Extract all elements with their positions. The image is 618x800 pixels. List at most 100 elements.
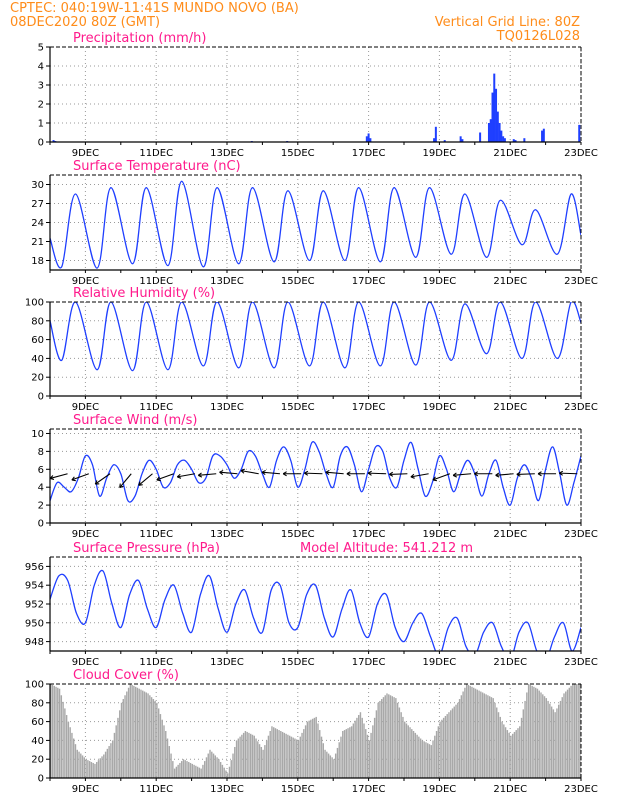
cloud-bar [62, 701, 64, 778]
cloud-bar [161, 719, 163, 778]
cloud-bar [442, 717, 445, 778]
x-tick-label: 15DEC [281, 402, 315, 413]
x-tick-label: 11DEC [139, 529, 173, 540]
panel-title: Surface Pressure (hPa) [73, 541, 220, 556]
cloud-bar [274, 728, 277, 778]
cloud-bar [179, 762, 181, 778]
cloud-bar [451, 708, 454, 778]
cloud-bar [356, 717, 358, 778]
cloud-bar [336, 747, 339, 778]
cloud-bar [218, 759, 220, 778]
cloud-bar [188, 762, 190, 778]
cloud-bar [315, 716, 317, 778]
cloud-bar [428, 744, 431, 778]
cloud-bar [398, 707, 401, 778]
panel-marks [50, 569, 581, 651]
cloud-bar [147, 693, 149, 778]
cloud-bar [460, 695, 463, 778]
precip-bar [479, 132, 482, 142]
wind-arrow [94, 473, 111, 485]
cloud-bar [333, 759, 335, 778]
cloud-bar [285, 733, 287, 778]
wind-arrow-head [452, 472, 458, 478]
cloud-bar [133, 685, 135, 778]
y-tick-label: 954 [25, 581, 44, 592]
wind-arrow-head [559, 470, 564, 476]
series-line [50, 441, 581, 506]
cloud-bar [506, 730, 509, 778]
cloud-bar [310, 719, 312, 778]
cloud-bar [304, 725, 307, 778]
cloud-bar [361, 717, 363, 778]
wind-arrow [50, 473, 68, 479]
cloud-bar [65, 715, 68, 778]
cloud-bar [205, 757, 208, 778]
cloud-bar [561, 697, 563, 778]
x-tick-label: 15DEC [281, 529, 315, 540]
wind-arrow [261, 471, 280, 475]
x-tick-label: 23DEC [564, 402, 598, 413]
cloud-bar [58, 688, 61, 778]
precip-bar [523, 138, 526, 142]
cloud-bar [299, 736, 301, 778]
x-tick-label: 21DEC [493, 402, 527, 413]
cloud-bar [565, 691, 567, 778]
cloud-bar [294, 738, 296, 778]
precip-bar [459, 136, 462, 142]
y-tick-label: 18 [31, 256, 44, 267]
cloud-bar [136, 687, 139, 778]
wind-arrow-head [346, 471, 351, 477]
cloud-bar [418, 736, 420, 778]
cloud-bar [115, 725, 117, 778]
y-tick-label: 24 [31, 218, 44, 229]
cloud-bar [430, 745, 432, 778]
cloud-bar [248, 732, 250, 778]
x-tick-label: 21DEC [493, 148, 527, 159]
y-tick-label: 20 [31, 755, 44, 766]
panel-2: Relative Humidity (%) 0 20 40 60 80 100 9DEC 11D… [25, 286, 598, 413]
cloud-bar [446, 714, 448, 778]
cloud-bar [435, 731, 438, 778]
cloud-bar [549, 703, 551, 778]
x-tick-label: 23DEC [564, 784, 598, 795]
cloud-bar [73, 738, 75, 778]
wind-arrow-head [156, 476, 161, 482]
cloud-bar [253, 735, 255, 778]
cloud-bar [552, 709, 555, 778]
cloud-bar [195, 765, 197, 778]
cloud-bar [579, 684, 581, 778]
cloud-bar [85, 759, 87, 778]
cloud-bar [377, 702, 379, 778]
cloud-bar [228, 766, 231, 778]
cloud-bar [92, 762, 94, 778]
cloud-bar [143, 691, 146, 778]
cloud-bar [405, 723, 408, 778]
cloud-bar [219, 762, 222, 778]
cloud-bar [57, 687, 59, 778]
cloud-bar [290, 736, 293, 778]
cloud-bar [481, 692, 484, 778]
precip-bar [495, 88, 498, 142]
cloud-bar [476, 689, 478, 778]
cloud-bar [110, 743, 112, 778]
cloud-bar [193, 764, 195, 778]
cloud-bar [474, 688, 477, 778]
y-tick-label: 948 [25, 637, 44, 648]
x-tick-label: 19DEC [423, 148, 457, 159]
cloud-bar [487, 695, 489, 778]
panel-title: Relative Humidity (%) [73, 286, 215, 301]
x-tick-label: 11DEC [139, 784, 173, 795]
cloud-bar [241, 734, 243, 778]
y-tick-label: 100 [25, 680, 44, 691]
y-tick-label: 0 [38, 392, 44, 403]
cloud-bar [550, 706, 553, 778]
panel-title: Cloud Cover (%) [73, 668, 179, 683]
cloud-bar [517, 728, 519, 778]
y-tick-label: 4 [38, 483, 44, 494]
wind-arrow-head [495, 472, 500, 478]
cloud-bar [407, 725, 409, 778]
cloud-bar [414, 732, 417, 778]
cloud-bar [404, 721, 406, 778]
y-tick-label: 2 [38, 100, 44, 111]
cloud-bar [504, 727, 507, 778]
